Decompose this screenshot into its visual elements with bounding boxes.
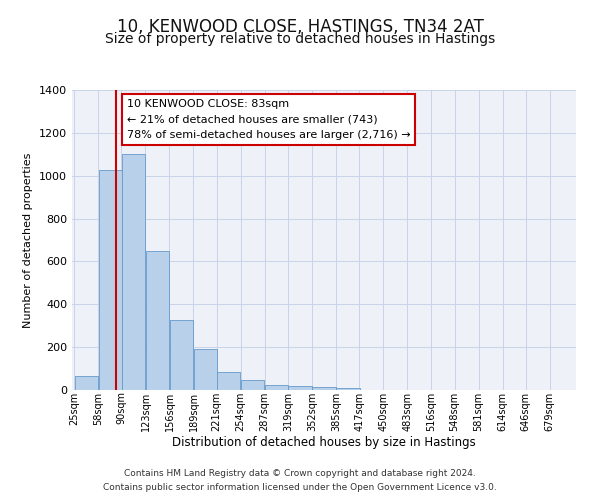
Bar bbox=[289, 386, 311, 390]
Text: Contains HM Land Registry data © Crown copyright and database right 2024.: Contains HM Land Registry data © Crown c… bbox=[124, 468, 476, 477]
Text: Size of property relative to detached houses in Hastings: Size of property relative to detached ho… bbox=[105, 32, 495, 46]
Text: Contains public sector information licensed under the Open Government Licence v3: Contains public sector information licen… bbox=[103, 484, 497, 492]
Bar bbox=[241, 380, 265, 390]
Text: 10, KENWOOD CLOSE, HASTINGS, TN34 2AT: 10, KENWOOD CLOSE, HASTINGS, TN34 2AT bbox=[116, 18, 484, 36]
Bar bbox=[74, 376, 98, 390]
Bar bbox=[194, 350, 217, 390]
Y-axis label: Number of detached properties: Number of detached properties bbox=[23, 152, 34, 328]
Bar bbox=[98, 170, 122, 390]
Bar bbox=[217, 372, 241, 390]
Bar bbox=[337, 388, 359, 390]
Text: 10 KENWOOD CLOSE: 83sqm
← 21% of detached houses are smaller (743)
78% of semi-d: 10 KENWOOD CLOSE: 83sqm ← 21% of detache… bbox=[127, 98, 410, 140]
Bar bbox=[122, 154, 145, 390]
Bar bbox=[146, 250, 169, 390]
Bar bbox=[265, 386, 289, 390]
X-axis label: Distribution of detached houses by size in Hastings: Distribution of detached houses by size … bbox=[172, 436, 476, 450]
Bar bbox=[313, 388, 335, 390]
Bar bbox=[170, 320, 193, 390]
